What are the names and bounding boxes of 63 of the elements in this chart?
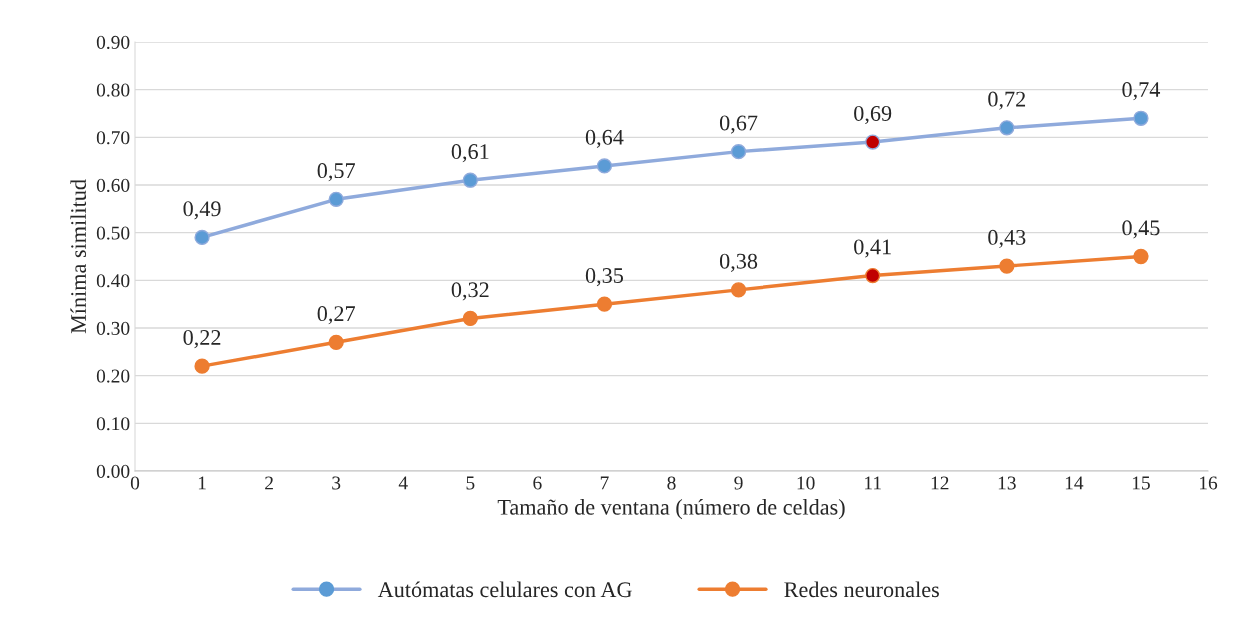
x-tick-label: 12 [931,476,949,490]
x-tick-label: 9 [734,476,743,490]
data-label: 0,74 [1122,82,1161,101]
data-label: 0,32 [451,282,489,301]
y-tick-label: 0.00 [96,464,130,479]
data-label: 0,72 [988,91,1026,110]
point [462,172,478,188]
x-tick-label: 16 [1199,476,1218,490]
data-label: 0,38 [719,253,758,272]
x-tick-label: 5 [466,476,475,490]
y-tick-label: 0.40 [96,274,130,288]
data-label: 0,69 [854,105,892,125]
point [865,267,881,284]
y-tick-label: 0.70 [96,131,130,145]
point [596,158,613,174]
data-label: 0,41 [854,239,891,258]
data-label: 0,67 [719,115,758,134]
x-tick-label: 3 [332,476,341,490]
data-label: 0,57 [317,163,355,182]
x-tick-label: 2 [265,476,273,490]
point [1133,110,1149,126]
point [1133,248,1149,265]
point [596,296,613,312]
y-tick-label: 0.20 [96,369,130,383]
point [328,334,344,350]
x-tick-label: 7 [600,476,609,490]
y-tick-label: 0.80 [96,83,130,97]
point [194,229,210,246]
x-tick-label: 14 [1065,476,1084,490]
data-label: 0,45 [1122,220,1160,239]
y-tick-label: 0.60 [96,178,130,193]
x-axis-title: Tamaño de ventana (número de celdas) [497,499,845,520]
point [194,358,210,374]
y-tick-label: 0.10 [96,417,130,431]
legend-label: Autómatas celulares con AG [377,581,632,598]
x-tick-label: 8 [667,476,676,490]
point [462,310,478,327]
point [999,258,1015,274]
x-tick-label: 11 [865,476,881,490]
point [328,191,344,207]
data-label: 0,35 [585,267,624,287]
x-tick-label: 0 [130,476,140,490]
data-label: 0,49 [183,201,221,220]
y-tick-label: 0.30 [96,321,130,336]
y-tick-label: 0.90 [96,35,130,50]
point [865,134,881,150]
x-tick-label: 1 [198,476,206,490]
legend-label: Redes neuronales [784,581,939,598]
y-axis-title: Mínima similitud [70,179,87,334]
data-label: 0,27 [317,306,355,325]
data-label: 0,43 [988,229,1026,249]
data-label: 0,22 [183,329,221,349]
x-tick-label: 13 [998,476,1016,490]
x-tick-label: 4 [398,476,408,490]
x-tick-label: 6 [533,476,542,490]
x-tick-label: 15 [1132,476,1150,490]
point [730,143,747,160]
data-label: 0,64 [585,129,624,148]
data-label: 0,61 [451,144,489,163]
point [999,120,1015,136]
point [730,282,747,298]
y-tick-label: 0.50 [96,226,130,240]
x-tick-label: 10 [797,476,815,490]
